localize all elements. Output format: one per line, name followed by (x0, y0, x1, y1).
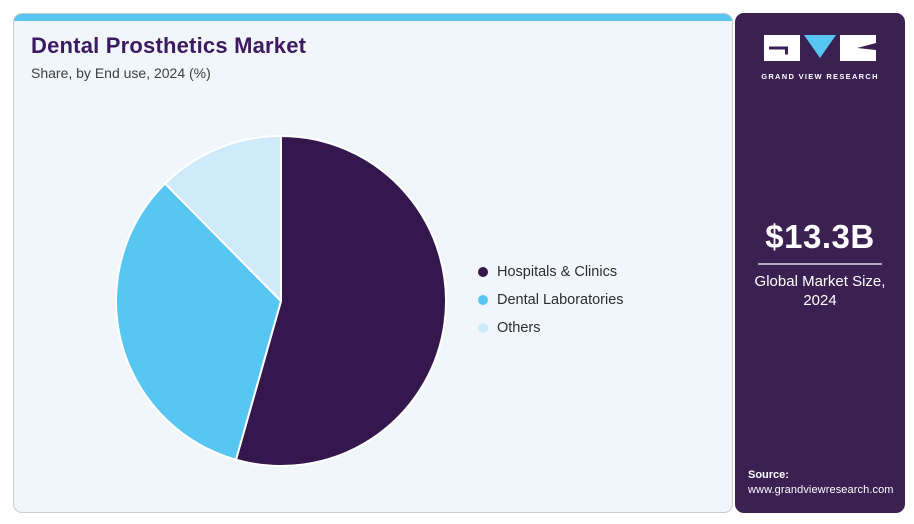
pie-chart (115, 135, 447, 467)
source-url: www.grandviewresearch.com (748, 484, 894, 496)
brand-logo: GRAND VIEW RESEARCH (735, 34, 905, 81)
market-size-block: $13.3B Global Market Size, 2024 (735, 218, 905, 310)
pie-slice-1 (115, 182, 282, 461)
divider (758, 263, 882, 265)
legend-label: Dental Laboratories (497, 292, 624, 308)
market-size-label: Global Market Size, 2024 (754, 273, 886, 309)
page-subtitle: Share, by End use, 2024 (%) (31, 65, 211, 81)
pie-legend: Hospitals & Clinics Dental Laboratories Ot… (478, 258, 624, 342)
legend-swatch-icon (478, 295, 488, 305)
page-title: Dental Prosthetics Market (31, 33, 307, 58)
market-size-value: $13.3B (765, 218, 875, 255)
legend-label: Hospitals & Clinics (497, 264, 618, 280)
pie-slice-0 (234, 135, 447, 467)
legend-label: Others (497, 320, 541, 336)
gvr-logo-icon (764, 35, 876, 61)
brand-name: GRAND VIEW RESEARCH (761, 72, 879, 81)
legend-item-2: Others (478, 314, 624, 342)
source-label: Source: (748, 469, 789, 481)
legend-item-1: Dental Laboratories (478, 286, 624, 314)
chart-card: Dental Prosthetics Market Share, by End … (13, 13, 733, 513)
legend-swatch-icon (478, 323, 488, 333)
logo-triangle (804, 35, 836, 58)
pie-slice-2 (164, 135, 282, 302)
source-block: Source: www.grandviewresearch.com (748, 468, 894, 498)
brand-sidebar: GRAND VIEW RESEARCH $13.3B Global Market… (735, 13, 905, 513)
accent-topbar (14, 14, 732, 21)
legend-swatch-icon (478, 267, 488, 277)
legend-item-0: Hospitals & Clinics (478, 258, 624, 286)
